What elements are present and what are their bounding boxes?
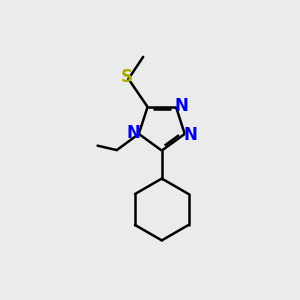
Text: N: N bbox=[183, 126, 197, 144]
Text: N: N bbox=[174, 97, 188, 115]
Text: N: N bbox=[127, 124, 140, 142]
Text: S: S bbox=[121, 68, 133, 85]
